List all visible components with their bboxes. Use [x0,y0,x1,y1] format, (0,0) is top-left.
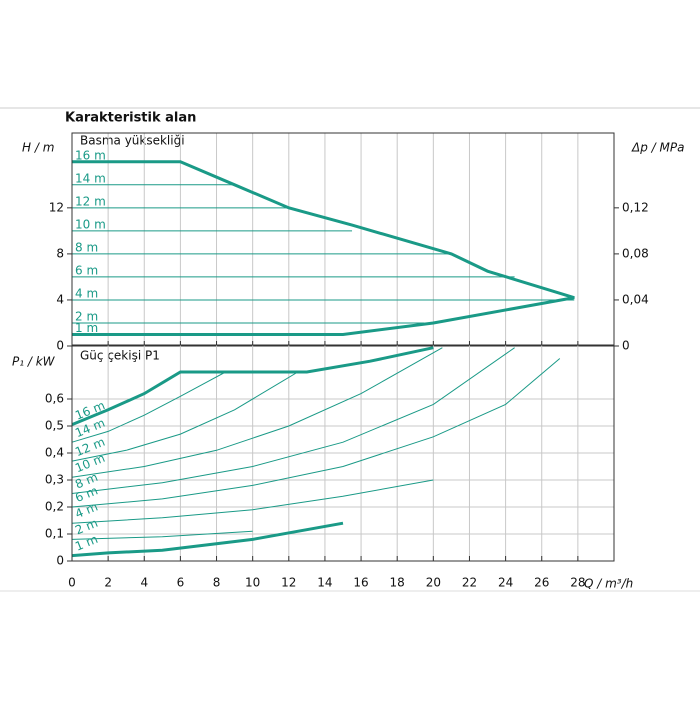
x-tick-label: 28 [570,576,585,590]
chart-title: Karakteristik alan [65,111,196,126]
y-tick-label: 8 [56,246,64,260]
y-tick-label: 0,2 [45,500,64,514]
x-tick-label: 14 [317,576,332,590]
y-tick-label: 12 [49,200,64,214]
y-tick-label: 0,3 [45,473,64,487]
x-tick-label: 16 [353,576,368,590]
series-line [71,371,226,443]
series-line [71,358,561,508]
y-tick-label: 0 [56,554,64,568]
x-tick-label: 18 [390,576,405,590]
series-label: 1 m [75,321,98,335]
y-tick-label: 0,6 [45,392,64,406]
y2-tick-label: 0,08 [622,246,649,260]
series-line [71,346,434,427]
series-line [72,160,575,336]
series-line [71,347,515,494]
x-tick-label: 10 [245,576,260,590]
y-tick-label: 0,4 [45,446,64,460]
y2-tick-label: 0,04 [622,292,649,306]
x-tick-label: 26 [534,576,549,590]
x-tick-label: 4 [140,576,148,590]
x-tick-label: 12 [281,576,296,590]
y-tick-label: 0,1 [45,527,64,541]
series-label: 8 m [75,240,98,254]
series-line [71,371,299,462]
y2-tick-label: 0,12 [622,200,649,214]
series-line [71,530,253,540]
series-label: 2 m [75,309,98,323]
x-tick-label: 0 [68,576,76,590]
series-label: 12 m [75,194,106,208]
series-line [71,521,344,558]
series-label: 6 m [75,263,98,277]
series-label: 14 m [75,171,106,185]
series-line [71,347,443,478]
x-tick-label: 22 [462,576,477,590]
y2-axis-label: Δp / MPa [631,141,684,155]
x-axis-label: Q / m³/h [584,577,633,591]
y-axis-label: P₁ / kW [12,355,56,369]
series-label: 4 m [75,286,98,300]
x-tick-label: 6 [177,576,185,590]
series-label: 16 m [75,148,106,162]
x-tick-label: 24 [498,576,513,590]
x-tick-label: 20 [426,576,441,590]
x-tick-label: 2 [104,576,112,590]
y-tick-label: 0 [56,339,64,353]
y2-tick-label: 0 [622,339,630,353]
x-tick-label: 8 [213,576,221,590]
y-tick-label: 0,5 [45,419,64,433]
series-line [71,479,434,524]
y-axis-label: H / m [22,141,54,155]
y-tick-label: 4 [56,292,64,306]
subtitle: Güç çekişi P1 [80,349,160,363]
plot-frame [71,132,615,347]
subtitle: Basma yüksekliği [80,134,185,148]
series-label: 10 m [75,217,106,231]
plot-frame [71,344,615,562]
